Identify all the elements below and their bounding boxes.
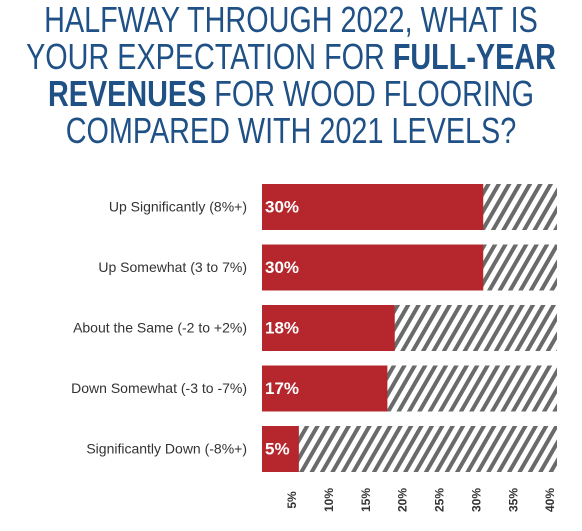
category-label: Significantly Down (-8%+) <box>86 441 247 457</box>
title-segment: COMPARED WITH 2021 LEVELS? <box>66 109 517 150</box>
title-segment: HALFWAY THROUGH 2022, WHAT IS <box>44 0 538 39</box>
category-label: Down Somewhat (-3 to -7%) <box>71 380 247 396</box>
title-segment: YOUR EXPECTATION FOR <box>26 35 393 76</box>
category-label: Up Significantly (8%+) <box>109 199 247 215</box>
x-tick-label: 25% <box>433 488 447 512</box>
x-tick-label: 40% <box>543 488 557 512</box>
title-line: HALFWAY THROUGH 2022, WHAT IS <box>44 0 538 39</box>
x-tick-label: 30% <box>469 488 483 512</box>
x-tick-label: 10% <box>322 488 336 512</box>
x-tick-label: 20% <box>396 488 410 512</box>
bar <box>262 244 484 291</box>
bar <box>262 365 388 412</box>
title-segment: REVENUES <box>48 72 206 113</box>
title-segment: FULL-YEAR <box>393 35 556 76</box>
title-line: YOUR EXPECTATION FOR FULL-YEAR <box>26 35 556 76</box>
value-label: 5% <box>265 439 290 458</box>
x-tick-label: 35% <box>506 488 520 512</box>
bar <box>262 426 299 472</box>
value-label: 30% <box>265 258 299 277</box>
bar <box>262 305 395 351</box>
title-segment: FOR WOOD FLOORING <box>206 72 534 113</box>
value-label: 18% <box>265 318 299 337</box>
bar <box>262 184 484 230</box>
value-label: 30% <box>265 197 299 216</box>
value-label: 17% <box>265 379 299 398</box>
title-line: REVENUES FOR WOOD FLOORING <box>48 72 534 113</box>
category-label: About the Same (-2 to +2%) <box>73 320 247 336</box>
title-line: COMPARED WITH 2021 LEVELS? <box>66 109 517 150</box>
hatched-background <box>262 426 557 472</box>
x-tick-label: 15% <box>359 488 373 512</box>
category-label: Up Somewhat (3 to 7%) <box>98 259 247 275</box>
x-tick-label: 5% <box>285 491 299 509</box>
